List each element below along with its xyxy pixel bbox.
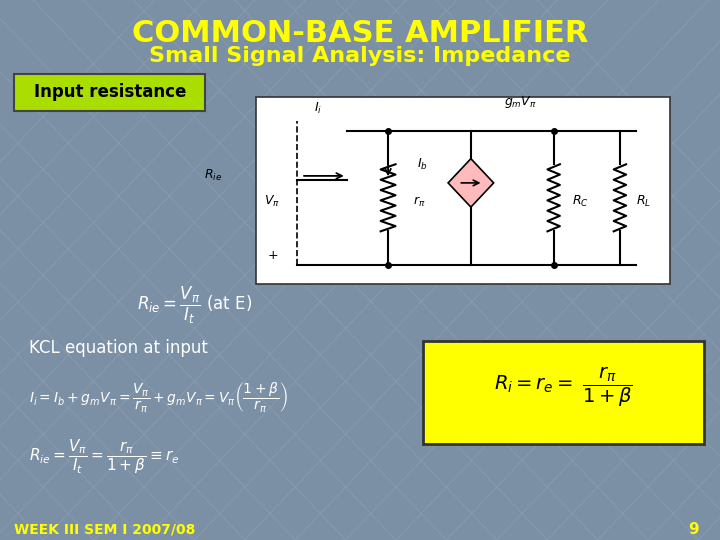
FancyBboxPatch shape [423, 341, 704, 444]
Text: $R_{ie}$: $R_{ie}$ [204, 168, 222, 183]
Text: Small Signal Analysis: Impedance: Small Signal Analysis: Impedance [149, 46, 571, 66]
FancyBboxPatch shape [256, 97, 670, 284]
Text: $R_{ie} = \dfrac{V_{\pi}}{I_t} = \dfrac{r_{\pi}}{1+\beta} \equiv r_e$: $R_{ie} = \dfrac{V_{\pi}}{I_t} = \dfrac{… [29, 437, 179, 476]
Text: $+$: $+$ [266, 249, 278, 262]
Text: 9: 9 [688, 522, 698, 537]
Text: $R_C$: $R_C$ [572, 194, 589, 209]
Text: $r_{\pi}$: $r_{\pi}$ [413, 194, 426, 208]
Text: $R_L$: $R_L$ [636, 194, 652, 209]
Text: COMMON-BASE AMPLIFIER: COMMON-BASE AMPLIFIER [132, 19, 588, 48]
Text: KCL equation at input: KCL equation at input [29, 339, 207, 357]
Text: $I_i$: $I_i$ [314, 101, 322, 116]
FancyBboxPatch shape [14, 74, 205, 111]
Text: $g_m V_{\pi}$: $g_m V_{\pi}$ [504, 94, 537, 110]
Text: $V_{\pi}$: $V_{\pi}$ [264, 194, 280, 209]
Text: $I_i = I_b + g_m V_{\pi} = \dfrac{V_{\pi}}{r_{\pi}} + g_m V_{\pi} = V_{\pi}\left: $I_i = I_b + g_m V_{\pi} = \dfrac{V_{\pi… [29, 380, 288, 414]
Text: $R_i = r_e = \;\dfrac{r_{\pi}}{1+\beta}$: $R_i = r_e = \;\dfrac{r_{\pi}}{1+\beta}$ [494, 366, 633, 409]
Text: WEEK III SEM I 2007/08: WEEK III SEM I 2007/08 [14, 522, 196, 536]
Text: $I_b$: $I_b$ [417, 157, 428, 172]
Polygon shape [448, 159, 494, 207]
Text: Input resistance: Input resistance [34, 83, 186, 102]
Text: $R_{ie} = \dfrac{V_{\pi}}{I_t}$ (at E): $R_{ie} = \dfrac{V_{\pi}}{I_t}$ (at E) [137, 285, 252, 326]
